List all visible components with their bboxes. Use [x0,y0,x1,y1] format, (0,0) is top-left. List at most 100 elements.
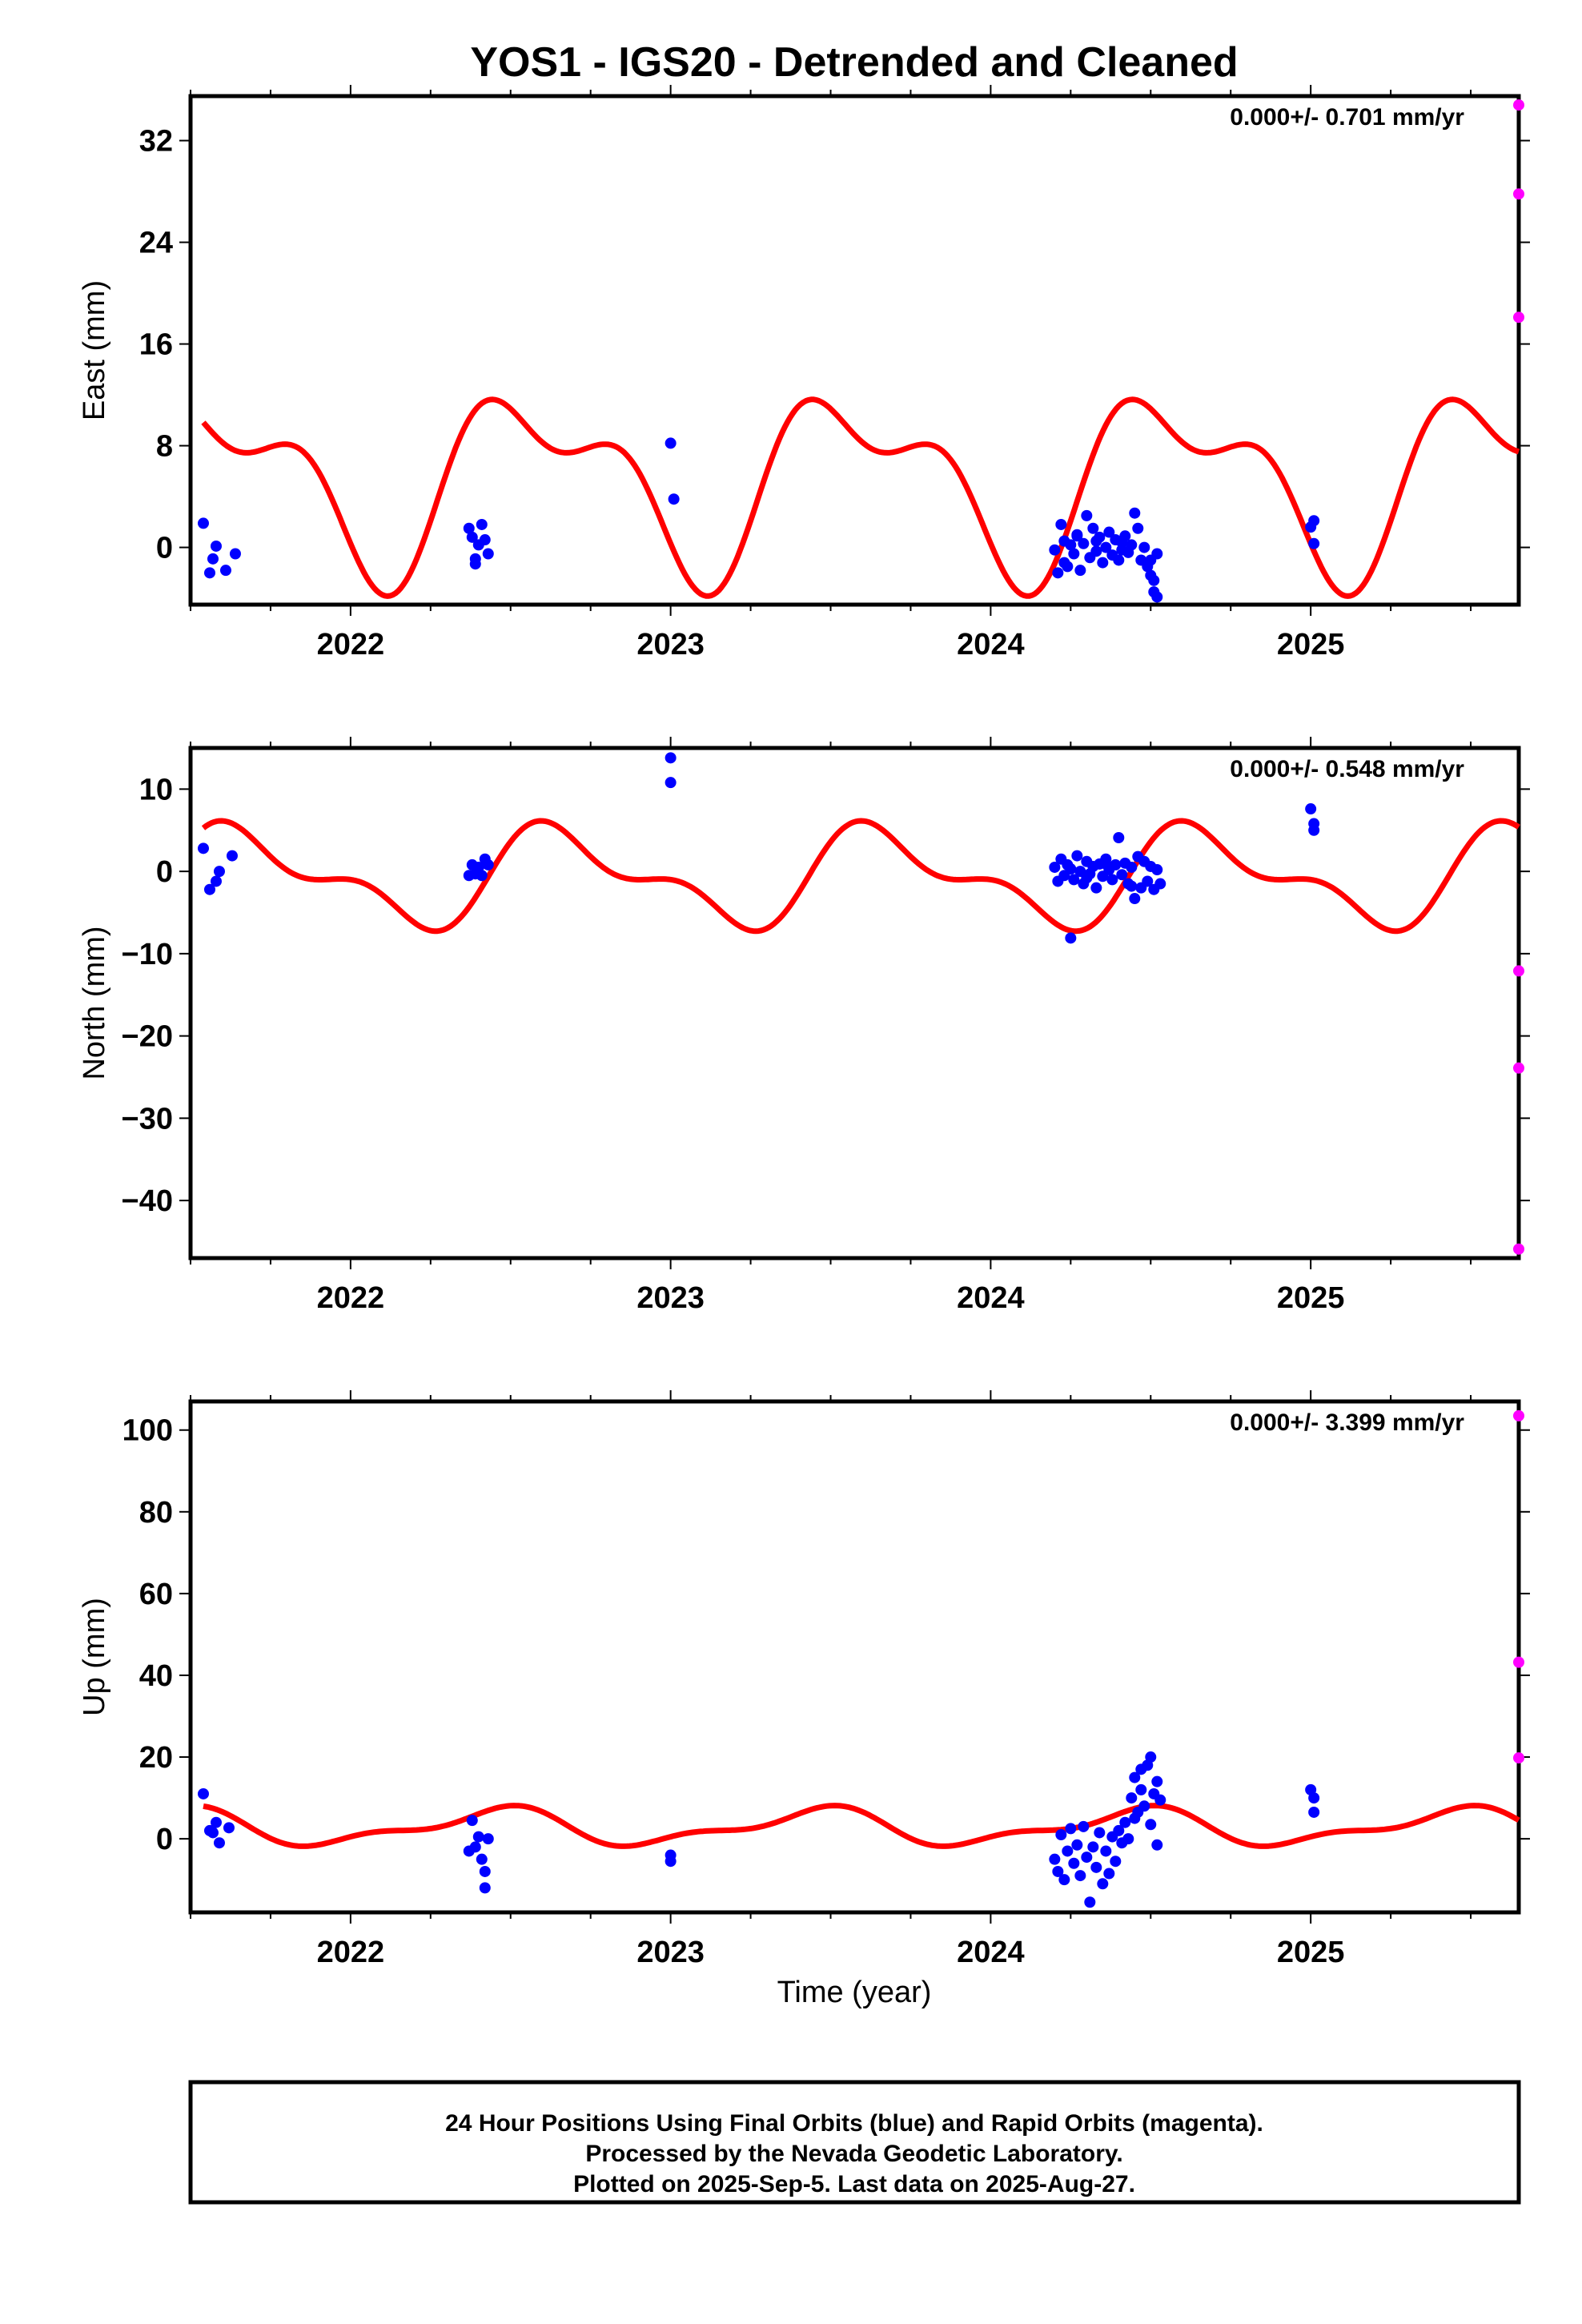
east-final-point [1090,545,1102,557]
north-y-tick-label: 0 [156,855,173,889]
east-final-point [466,531,478,543]
north-final-point [1110,858,1122,870]
up-final-point [207,1827,219,1839]
east-final-point [1119,530,1131,542]
east-final-point [1097,557,1109,569]
caption-frame [188,2080,1521,2205]
east-plot-frame [188,94,1521,607]
north-x-tick-label: 2022 [317,1281,385,1315]
up-final-point [466,1815,478,1827]
caption-line-1: 24 Hour Positions Using Final Orbits (bl… [445,2110,1263,2137]
east-x-tick-label: 2022 [317,628,385,661]
north-final-point [1100,858,1112,870]
north-final-point [476,870,488,882]
north-final-point [1126,880,1138,892]
north-final-point [1116,869,1128,881]
up-final-point [1151,1775,1163,1787]
east-y-tick-label: 32 [139,125,173,159]
up-y-axis-title: Up (mm) [78,1598,111,1716]
north-final-point [1154,878,1166,890]
north-final-point [1071,850,1083,862]
up-final-point [1113,1824,1125,1836]
east-final-point [1151,548,1163,560]
up-x-tick-label: 2025 [1277,1936,1345,1969]
up-final-point [1135,1783,1147,1795]
north-final-point [1126,861,1138,873]
up-y-tick-label: 0 [156,1823,173,1856]
east-final-point [463,522,475,534]
north-panel: 2022 2023 2024 2025 −40 −30 −20 −10 0 10 North (mm… [78,737,1530,1315]
north-final-point [213,866,225,878]
east-y-tick-label: 16 [139,328,173,362]
north-rapid-point [1513,1062,1524,1074]
up-final-point [476,1853,488,1865]
up-final-point [1081,1852,1093,1864]
up-final-point [1074,1870,1086,1882]
north-x-tick-label: 2023 [636,1281,705,1315]
east-x-tick-label: 2023 [636,628,705,661]
up-final-point [1097,1878,1109,1890]
north-model-curve [201,818,1520,935]
up-final-point [1154,1794,1166,1806]
figure-title: YOS1 - IGS20 - Detrended and Cleaned [470,39,1238,86]
east-final-point [1049,544,1061,556]
north-y-tick-label: −30 [122,1102,173,1136]
east-final-point [1087,522,1099,534]
east-y-tick-label: 8 [156,430,173,464]
north-final-point [665,752,677,764]
up-final-point [1122,1833,1134,1845]
up-final-point [1065,1823,1077,1835]
east-rapid-point [1513,312,1524,324]
up-panel: 2022 2023 2024 2025 0 20 40 60 80 100 Up (mm) 0.000… [78,1390,1530,1969]
up-final-point [1126,1792,1138,1804]
up-final-point [1308,1792,1320,1804]
east-final-point [476,518,488,530]
up-final-point [1071,1839,1083,1851]
north-x-tick-label: 2024 [957,1281,1025,1315]
east-final-point [1103,526,1115,538]
east-final-point [479,534,491,546]
east-model-curve [201,396,1520,599]
east-final-point [229,548,241,560]
up-final-point [1084,1896,1096,1908]
up-rapid-point [1513,1752,1524,1764]
east-final-point [1078,537,1090,549]
up-final-point [1145,1751,1157,1763]
east-x-tick-label: 2024 [957,628,1025,661]
east-final-point [665,437,677,449]
north-final-point [1151,864,1163,876]
up-final-point [1055,1829,1067,1841]
north-y-tick-label: −10 [122,938,173,971]
north-final-point [1049,861,1061,873]
north-x-tick-label: 2025 [1277,1281,1345,1315]
up-final-point [1058,1874,1070,1886]
east-final-point [1081,509,1093,521]
up-y-tick-label: 100 [122,1414,173,1448]
east-final-point [1055,518,1067,530]
north-final-point [665,777,677,789]
up-final-point [1049,1853,1061,1865]
east-final-point [207,553,219,565]
up-final-point [1138,1800,1150,1812]
east-final-point [469,558,481,570]
east-final-point [1052,567,1064,579]
up-final-point [1308,1806,1320,1818]
up-final-point [1062,1845,1074,1857]
up-final-point [1052,1865,1064,1877]
up-y-tick-label: 20 [139,1741,173,1775]
east-final-point [1074,565,1086,577]
north-final-point [1305,803,1317,815]
east-final-point [668,493,680,505]
up-final-point [1068,1857,1080,1869]
caption-line-3: Plotted on 2025-Sep-5. Last data on 2025… [573,2171,1135,2197]
east-final-point [1065,539,1077,551]
x-axis-title: Time (year) [777,1976,932,2009]
east-final-point [482,548,494,560]
up-final-point [665,1856,677,1868]
up-final-point [1078,1820,1090,1832]
north-rapid-point [1513,965,1524,977]
up-final-point [213,1837,225,1849]
east-rapid-point [1513,188,1524,200]
